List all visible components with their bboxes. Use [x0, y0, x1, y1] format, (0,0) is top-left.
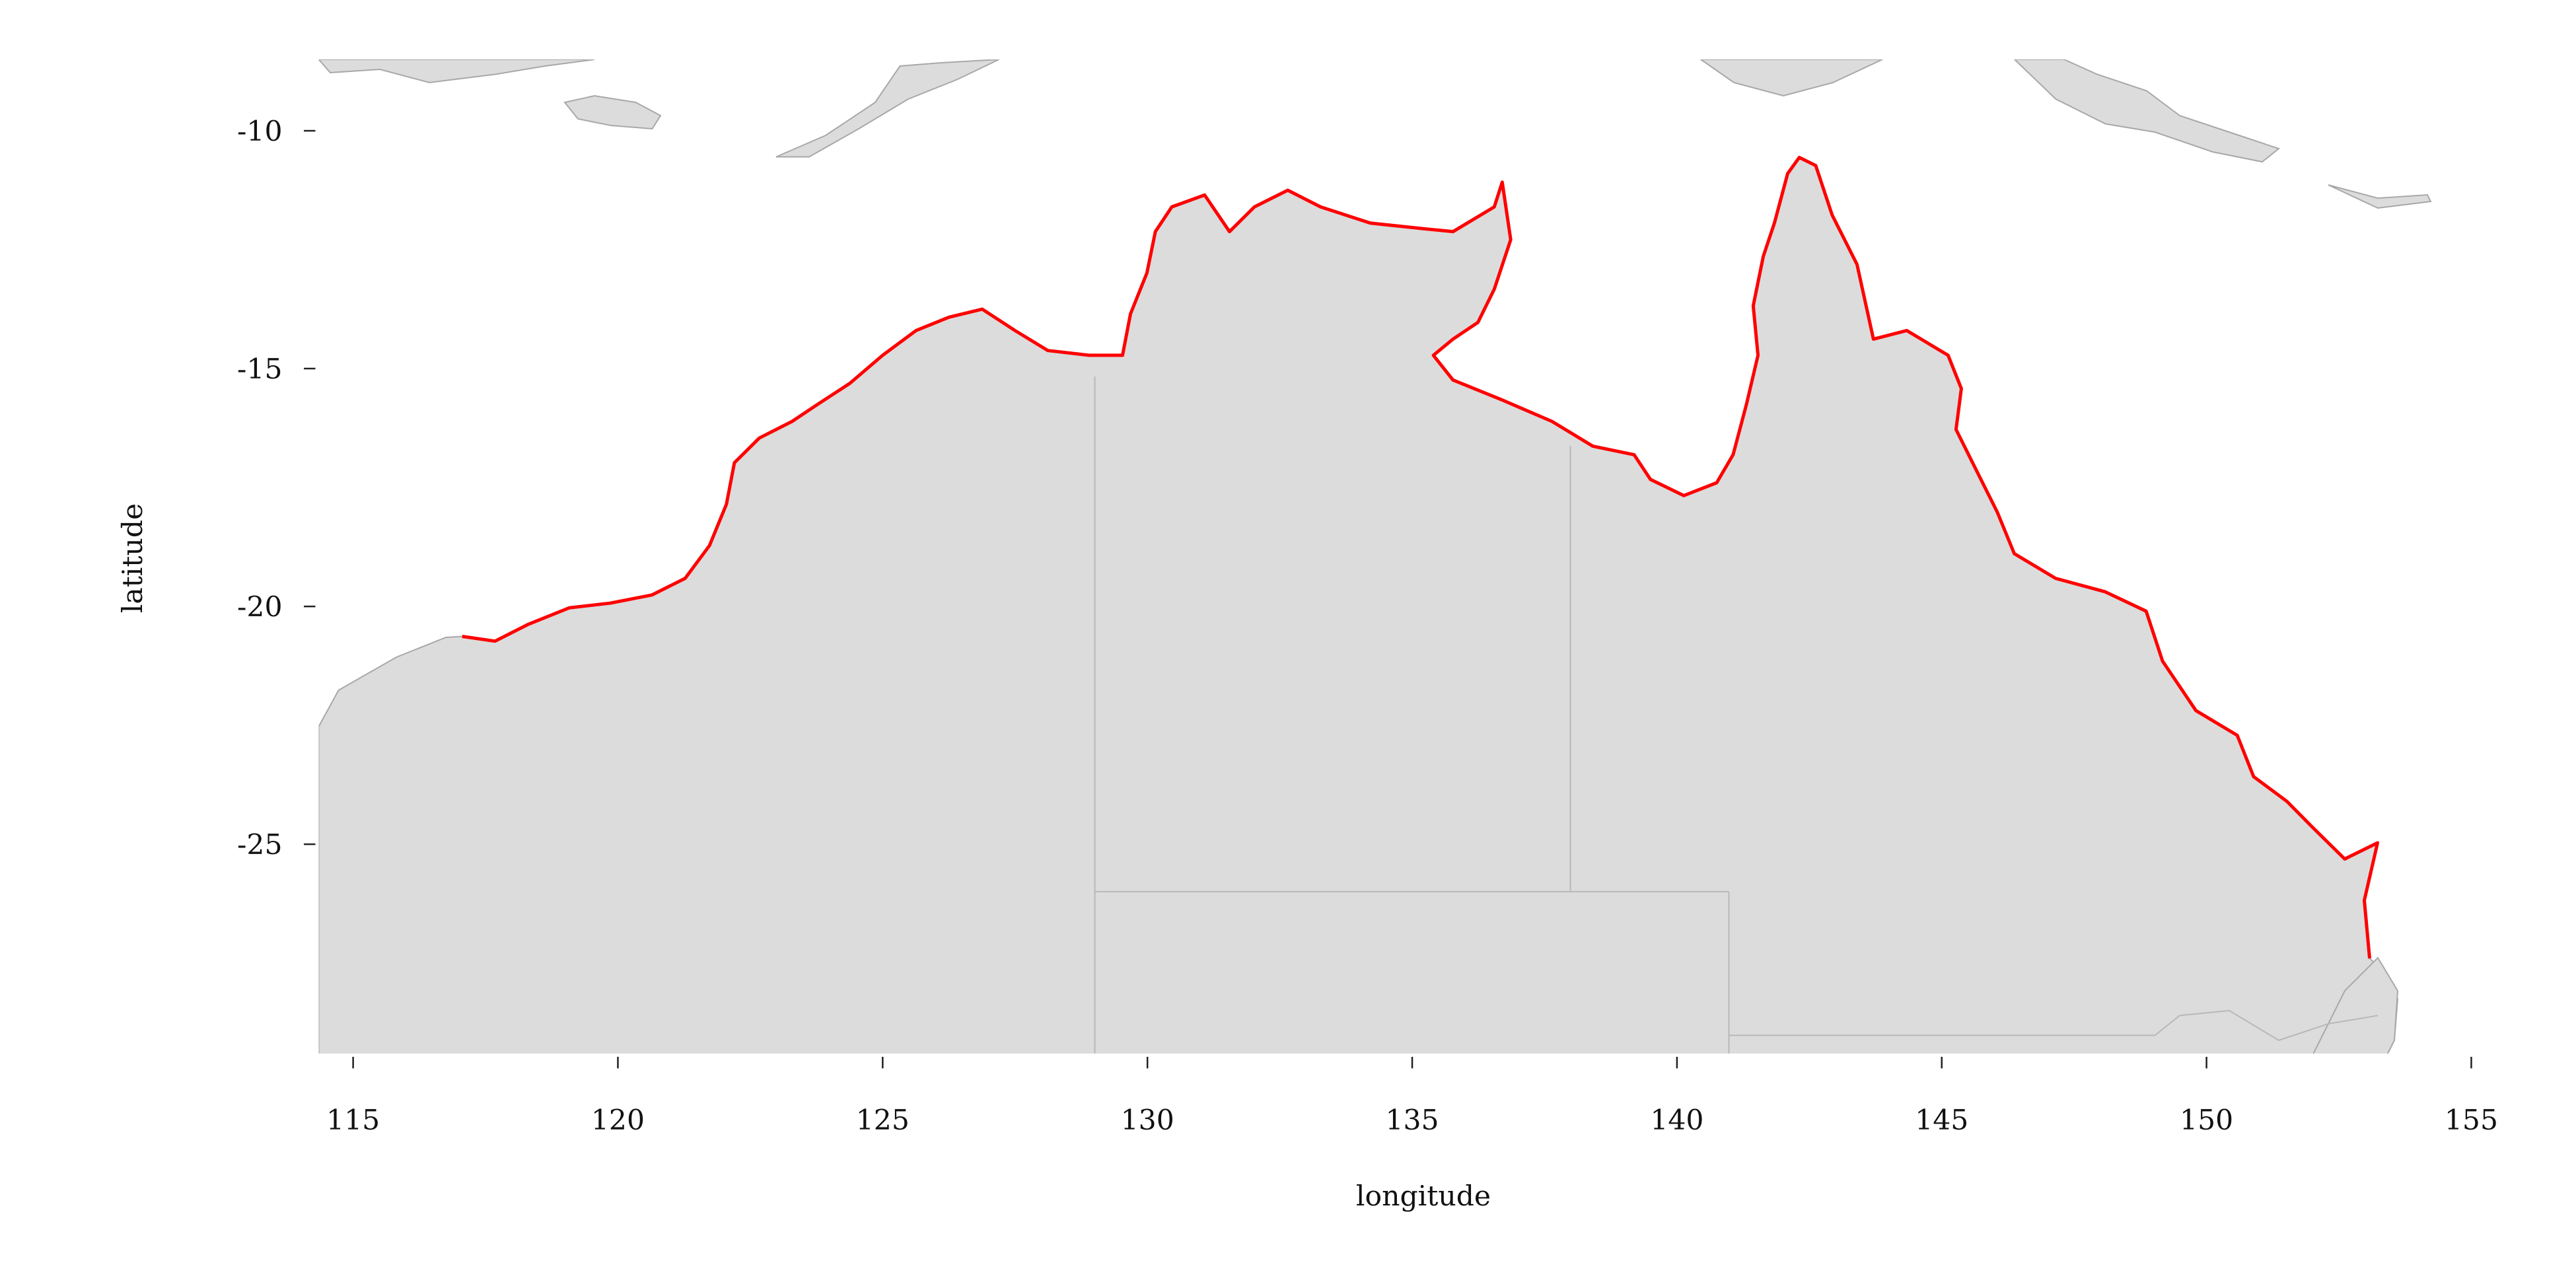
x-tick-label: 155 [2445, 1104, 2498, 1137]
island [2013, 59, 2281, 163]
x-tick-label: 125 [856, 1104, 910, 1137]
y-tick-label: -25 [237, 829, 282, 861]
land-layer [318, 157, 2399, 1054]
y-tick-label: -20 [237, 591, 282, 624]
x-tick-label: 120 [591, 1104, 645, 1137]
island [775, 59, 999, 158]
x-tick-label: 150 [2180, 1104, 2233, 1137]
island [2312, 956, 2399, 1054]
state-border [2154, 1009, 2379, 1042]
y-axis-label: latitude [117, 503, 149, 613]
x-tick-label: 140 [1650, 1104, 1703, 1137]
x-axis-label: longitude [1356, 1180, 1491, 1213]
coastline [462, 155, 2380, 959]
y-tick-label: -15 [237, 353, 282, 386]
x-tick-label: 115 [326, 1104, 380, 1137]
island [563, 94, 662, 130]
island [318, 59, 595, 84]
x-tick-label: 135 [1385, 1104, 1439, 1137]
land [318, 157, 2399, 1054]
x-tick-label: 145 [1915, 1104, 1968, 1137]
x-tick-label: 130 [1121, 1104, 1174, 1137]
y-tick-label: -10 [237, 116, 282, 148]
map-background [318, 59, 2432, 1054]
island [2328, 184, 2432, 209]
island [1699, 59, 1883, 97]
